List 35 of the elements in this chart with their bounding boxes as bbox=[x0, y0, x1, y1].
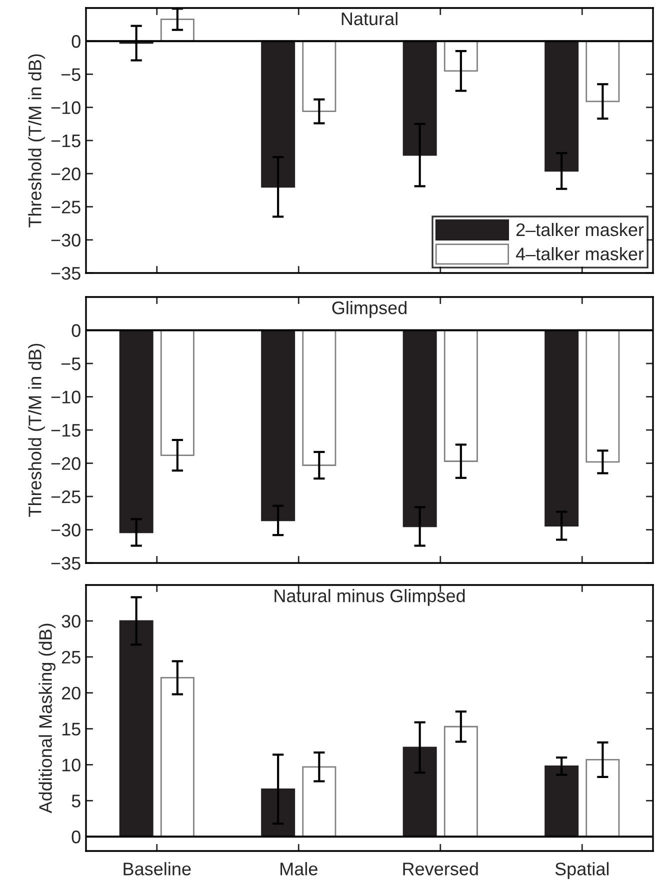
y-axis-title: Threshold (T/M in dB) bbox=[28, 54, 45, 228]
y-tick-label: 0 bbox=[72, 830, 80, 844]
y-tick-label: −20 bbox=[51, 168, 80, 180]
y-tick-label: 0 bbox=[72, 324, 80, 337]
y-tick-label: −10 bbox=[51, 390, 80, 404]
chart-title: Glimpsed bbox=[332, 300, 406, 318]
y-tick-label: −25 bbox=[51, 490, 80, 504]
chart-title: Natural minus Glimpsed bbox=[274, 588, 465, 606]
y-tick-label: −15 bbox=[51, 134, 80, 148]
y-tick-label: −10 bbox=[51, 101, 80, 114]
y-axis-title: Threshold (T/M in dB) bbox=[28, 344, 45, 517]
x-tick-label: Baseline bbox=[124, 862, 191, 876]
legend-label: 2–talker masker bbox=[516, 222, 644, 236]
y-tick-label: −30 bbox=[51, 234, 80, 247]
y-tick-label: −25 bbox=[51, 200, 80, 214]
y-axis-title: Additional Masking (dB) bbox=[38, 624, 56, 814]
y-tick-label: 15 bbox=[62, 722, 80, 736]
y-tick-label: −35 bbox=[51, 266, 80, 280]
y-tick-label: 20 bbox=[62, 686, 80, 700]
y-tick-label: −20 bbox=[51, 457, 80, 470]
y-tick-label: −5 bbox=[61, 68, 80, 81]
chart-title: Natural bbox=[342, 12, 398, 26]
x-tick-label: Spatial bbox=[555, 862, 609, 879]
y-tick-label: 30 bbox=[62, 614, 80, 628]
y-tick-label: 0 bbox=[72, 35, 80, 48]
y-tick-label: −15 bbox=[51, 424, 80, 437]
y-tick-label: 25 bbox=[62, 650, 80, 664]
y-tick-label: −5 bbox=[61, 358, 80, 370]
legend-label: 4–talker masker bbox=[516, 247, 644, 260]
y-tick-label: 10 bbox=[62, 758, 80, 772]
y-tick-label: −30 bbox=[51, 524, 80, 536]
x-tick-label: Male bbox=[280, 862, 318, 876]
y-tick-label: −35 bbox=[51, 556, 80, 570]
y-tick-label: 5 bbox=[72, 794, 80, 808]
x-tick-label: Reversed bbox=[403, 862, 478, 876]
